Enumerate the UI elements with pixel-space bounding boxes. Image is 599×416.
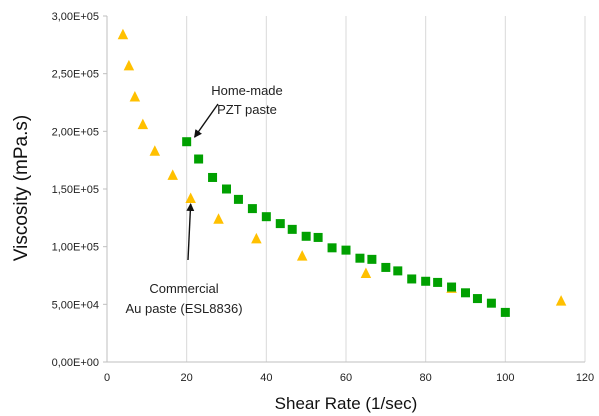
square-point bbox=[461, 288, 470, 298]
points-layer bbox=[117, 28, 567, 317]
triangle-point bbox=[117, 28, 129, 40]
x-tick-label: 80 bbox=[420, 372, 432, 384]
x-tick-label: 120 bbox=[576, 372, 594, 384]
square-point bbox=[222, 184, 231, 194]
square-point bbox=[367, 254, 377, 264]
square-point bbox=[247, 204, 257, 214]
annotation-commercial-au: Commercial Au paste (ESL8836) bbox=[125, 202, 243, 316]
grid-layer bbox=[186, 16, 586, 362]
x-tick-label: 0 bbox=[104, 372, 110, 384]
triangle-point bbox=[555, 295, 567, 306]
annotation-label: Commercial bbox=[149, 281, 218, 296]
axes-layer bbox=[103, 15, 585, 363]
square-point bbox=[433, 277, 443, 287]
y-tick-label: 2,00E+05 bbox=[52, 126, 99, 138]
triangle-point bbox=[149, 145, 161, 156]
square-point bbox=[486, 298, 496, 308]
triangle-point bbox=[123, 59, 135, 71]
square-point bbox=[194, 154, 204, 164]
x-tick-label: 40 bbox=[260, 372, 272, 384]
y-tick-label: 1,50E+05 bbox=[52, 184, 99, 196]
y-axis-title: Viscosity (mPa.s) bbox=[11, 115, 32, 261]
square-point bbox=[182, 137, 192, 147]
square-point bbox=[355, 253, 365, 263]
x-tick-label: 20 bbox=[181, 372, 193, 384]
square-point bbox=[208, 172, 218, 182]
y-tick-label: 3,00E+05 bbox=[52, 11, 99, 23]
triangle-point bbox=[296, 250, 308, 261]
annotation-label: Home-made bbox=[211, 83, 283, 98]
y-tick-label: 2,50E+05 bbox=[52, 69, 99, 81]
square-point bbox=[447, 282, 457, 292]
x-tick-label: 60 bbox=[340, 372, 352, 384]
triangle-point bbox=[251, 232, 262, 244]
square-point bbox=[500, 307, 510, 317]
y-tick-label: 1,00E+05 bbox=[52, 242, 99, 254]
square-point bbox=[261, 212, 271, 222]
square-point bbox=[313, 232, 323, 242]
square-point bbox=[233, 194, 243, 204]
square-point bbox=[327, 243, 337, 253]
annotation-arrow bbox=[194, 103, 219, 138]
square-point bbox=[381, 262, 391, 272]
annotation-label: Au paste (ESL8836) bbox=[125, 301, 242, 316]
square-point bbox=[341, 245, 351, 255]
triangle-point bbox=[185, 192, 196, 203]
triangle-point bbox=[129, 90, 141, 102]
square-point bbox=[287, 224, 297, 234]
annotation-homemade-pzt: Home-made PZT paste bbox=[194, 83, 283, 138]
y-tick-label: 5,00E+04 bbox=[52, 299, 99, 311]
triangle-point bbox=[360, 267, 372, 278]
x-tick-label: 100 bbox=[496, 372, 514, 384]
y-tick-label: 0,00E+00 bbox=[52, 357, 99, 369]
triangle-point bbox=[167, 169, 178, 180]
triangle-point bbox=[213, 213, 224, 224]
annotation-arrow bbox=[186, 202, 195, 261]
annotation-label: PZT paste bbox=[217, 102, 277, 117]
square-point bbox=[301, 231, 311, 241]
square-point bbox=[472, 294, 482, 304]
triangle-point bbox=[137, 118, 149, 130]
square-point bbox=[393, 266, 403, 276]
ticks-layer: 0,00E+00 5,00E+04 1,00E+05 1,50E+05 2,00E+05… bbox=[52, 11, 595, 384]
square-point bbox=[275, 219, 285, 229]
square-point bbox=[421, 276, 431, 286]
x-axis-title: Shear Rate (1/sec) bbox=[275, 394, 418, 413]
annotation-layer: Home-made PZT paste Commercial Au paste (ES… bbox=[125, 83, 282, 316]
square-point bbox=[407, 274, 417, 284]
